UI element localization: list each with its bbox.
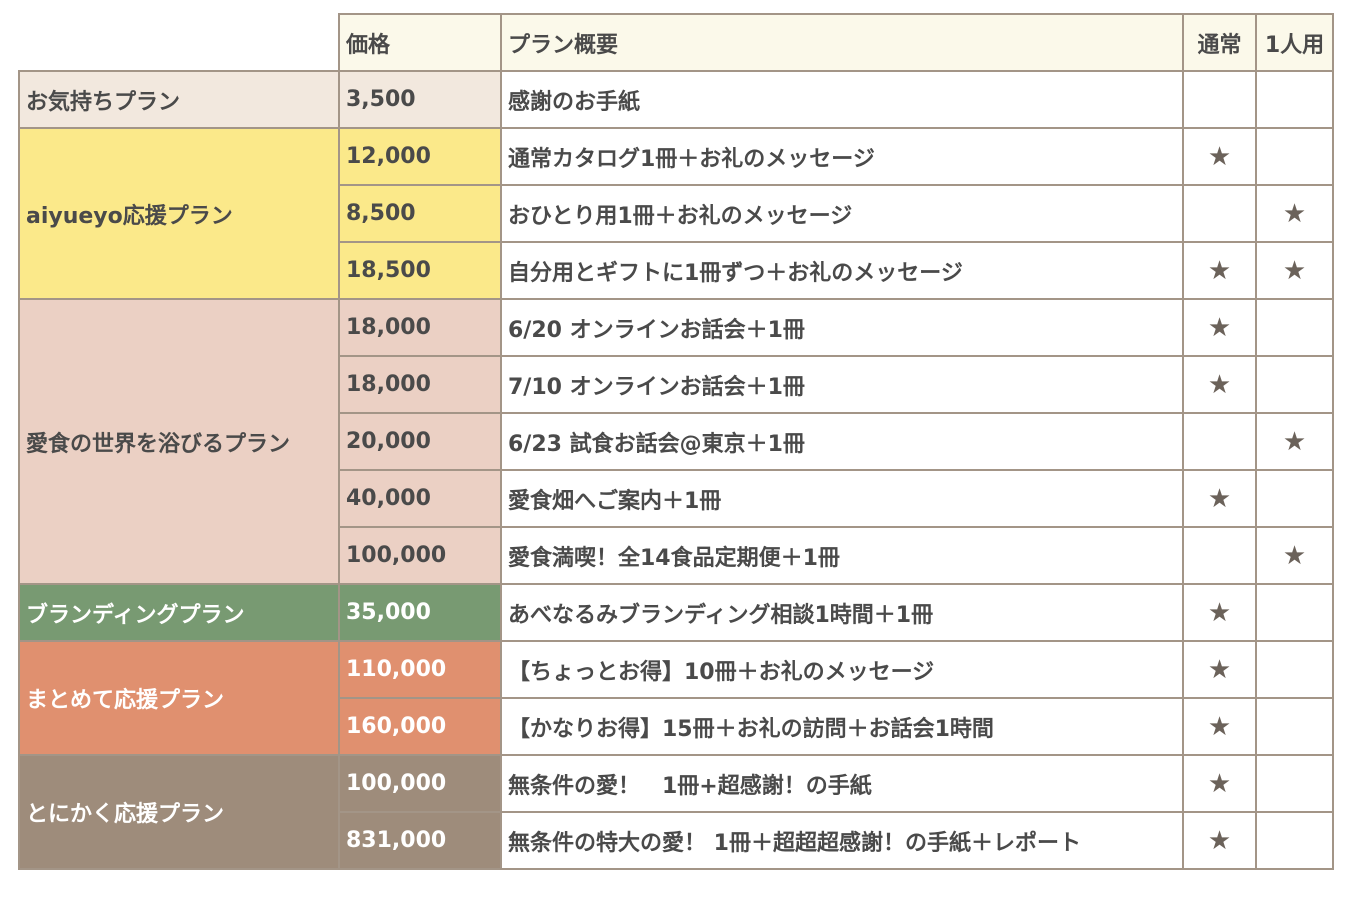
normal-flag: ★ xyxy=(1182,583,1257,642)
normal-flag xyxy=(1182,412,1257,471)
summary-cell: 無条件の特大の愛！ 1冊＋超超超感謝！の手紙＋レポート xyxy=(500,811,1184,870)
price-cell: 831,000 xyxy=(338,811,502,870)
normal-flag xyxy=(1182,184,1257,243)
price-cell: 18,000 xyxy=(338,355,502,414)
single-flag xyxy=(1255,640,1334,699)
normal-flag: ★ xyxy=(1182,469,1257,528)
table-row: 18,000 7/10 オンラインお話会＋1冊 ★ xyxy=(19,355,1334,414)
normal-flag: ★ xyxy=(1182,298,1257,357)
price-cell: 18,500 xyxy=(338,241,502,300)
single-flag xyxy=(1255,355,1334,414)
normal-flag xyxy=(1182,526,1257,585)
table-row: とにかく応援プラン 100,000 無条件の愛！ 1冊+超感謝！の手紙 ★ xyxy=(18,754,1334,870)
single-flag: ★ xyxy=(1255,241,1334,300)
header-blank-cell xyxy=(19,14,340,72)
summary-cell: あべなるみブランディング相談1時間＋1冊 xyxy=(500,583,1184,642)
table-row: aiyueyo応援プラン 12,000 通常カタログ1冊＋お礼のメッセージ ★ xyxy=(18,127,1334,300)
single-flag: ★ xyxy=(1255,526,1334,585)
single-flag: ★ xyxy=(1255,184,1334,243)
summary-cell: 無条件の愛！ 1冊+超感謝！の手紙 xyxy=(500,754,1184,813)
table-row: 160,000 【かなりお得】15冊＋お礼の訪問＋お話会1時間 ★ xyxy=(19,697,1334,756)
table-row: お気持ちプラン 3,500 感謝のお手紙 xyxy=(18,70,1334,129)
single-flag xyxy=(1255,70,1334,129)
table-row: 100,000 愛食満喫！全14食品定期便＋1冊 ★ xyxy=(19,526,1334,585)
plan-group-name: お気持ちプラン xyxy=(18,70,340,129)
summary-cell: 自分用とギフトに1冊ずつ＋お礼のメッセージ xyxy=(500,241,1184,300)
table-row: 8,500 おひとり用1冊＋お礼のメッセージ ★ xyxy=(19,184,1334,243)
table-row: 40,000 愛食畑へご案内＋1冊 ★ xyxy=(19,469,1334,528)
single-flag xyxy=(1255,754,1334,813)
header-row: 価格 プラン概要 通常 1人用 xyxy=(19,13,1334,72)
summary-cell: 6/23 試食お話会@東京＋1冊 xyxy=(500,412,1184,471)
price-cell: 100,000 xyxy=(338,754,502,813)
price-cell: 100,000 xyxy=(338,526,502,585)
normal-flag: ★ xyxy=(1182,640,1257,699)
plan-group-name: ブランディングプラン xyxy=(18,583,340,642)
header-single: 1人用 xyxy=(1255,13,1334,72)
price-cell: 35,000 xyxy=(338,583,502,642)
single-flag xyxy=(1255,811,1334,870)
price-cell: 20,000 xyxy=(338,412,502,471)
price-cell: 12,000 xyxy=(338,127,502,186)
price-cell: 8,500 xyxy=(338,184,502,243)
table-row: 愛食の世界を浴びるプラン 18,000 6/20 オンラインお話会＋1冊 ★ xyxy=(18,298,1334,585)
single-flag xyxy=(1255,469,1334,528)
summary-cell: おひとり用1冊＋お礼のメッセージ xyxy=(500,184,1184,243)
single-flag xyxy=(1255,298,1334,357)
summary-cell: 7/10 オンラインお話会＋1冊 xyxy=(500,355,1184,414)
summary-cell: 6/20 オンラインお話会＋1冊 xyxy=(500,298,1184,357)
plan-group-name: aiyueyo応援プラン xyxy=(18,127,340,300)
summary-cell: 愛食畑へご案内＋1冊 xyxy=(500,469,1184,528)
summary-cell: 通常カタログ1冊＋お礼のメッセージ xyxy=(500,127,1184,186)
summary-cell: 感謝のお手紙 xyxy=(500,70,1184,129)
header-price: 価格 xyxy=(338,13,502,72)
single-flag xyxy=(1255,583,1334,642)
table-row: 18,500 自分用とギフトに1冊ずつ＋お礼のメッセージ ★ ★ xyxy=(19,241,1334,300)
price-cell: 18,000 xyxy=(338,298,502,357)
table-row: 20,000 6/23 試食お話会@東京＋1冊 ★ xyxy=(19,412,1334,471)
price-cell: 40,000 xyxy=(338,469,502,528)
summary-cell: 【かなりお得】15冊＋お礼の訪問＋お話会1時間 xyxy=(500,697,1184,756)
normal-flag: ★ xyxy=(1182,754,1257,813)
normal-flag: ★ xyxy=(1182,355,1257,414)
price-cell: 110,000 xyxy=(338,640,502,699)
normal-flag: ★ xyxy=(1182,811,1257,870)
table-row: まとめて応援プラン 110,000 【ちょっとお得】10冊＋お礼のメッセージ ★ xyxy=(18,640,1334,756)
plan-group-name: とにかく応援プラン xyxy=(18,754,340,870)
table-row: 831,000 無条件の特大の愛！ 1冊＋超超超感謝！の手紙＋レポート ★ xyxy=(19,811,1334,870)
price-cell: 3,500 xyxy=(338,70,502,129)
normal-flag: ★ xyxy=(1182,697,1257,756)
normal-flag xyxy=(1182,70,1257,129)
normal-flag: ★ xyxy=(1182,127,1257,186)
single-flag: ★ xyxy=(1255,412,1334,471)
header-summary: プラン概要 xyxy=(500,13,1184,72)
plan-group-name: 愛食の世界を浴びるプラン xyxy=(18,298,340,585)
normal-flag: ★ xyxy=(1182,241,1257,300)
plan-table: 価格 プラン概要 通常 1人用 お気持ちプラン 3,500 感謝のお手紙 aiy… xyxy=(18,13,1334,870)
summary-cell: 愛食満喫！全14食品定期便＋1冊 xyxy=(500,526,1184,585)
plan-group-name: まとめて応援プラン xyxy=(18,640,340,756)
single-flag xyxy=(1255,127,1334,186)
price-cell: 160,000 xyxy=(338,697,502,756)
header-normal: 通常 xyxy=(1182,13,1257,72)
single-flag xyxy=(1255,697,1334,756)
summary-cell: 【ちょっとお得】10冊＋お礼のメッセージ xyxy=(500,640,1184,699)
table-row: ブランディングプラン 35,000 あべなるみブランディング相談1時間＋1冊 ★ xyxy=(18,583,1334,642)
